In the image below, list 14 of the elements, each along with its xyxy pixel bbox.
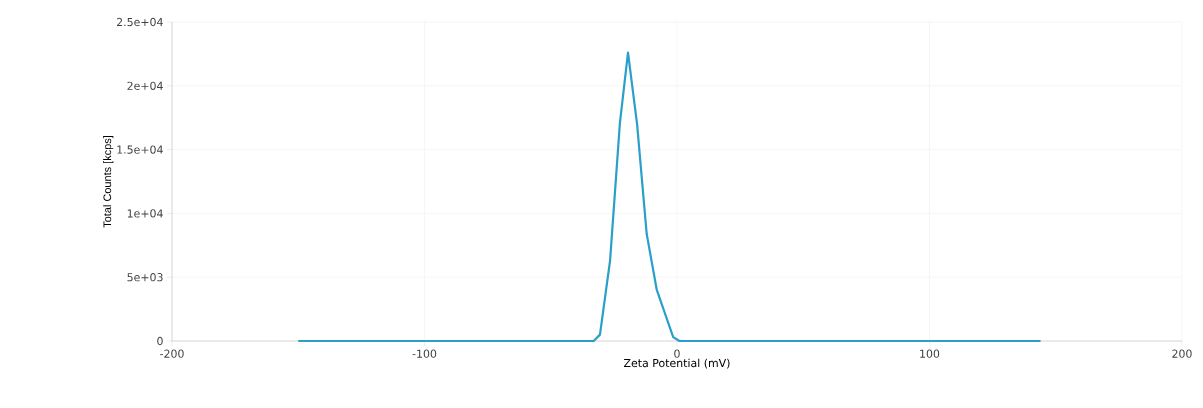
y-tick-label: 1e+04 (127, 209, 163, 218)
x-tick-label: 200 (1172, 349, 1192, 358)
y-tick-label: 2e+04 (127, 81, 163, 90)
line-series (297, 51, 1042, 343)
x-tick-label: 0 (674, 349, 680, 358)
y-tick-label: 2.5e+04 (116, 17, 163, 27)
y-tick-label: 5e+03 (127, 273, 163, 282)
x-tick-label: -100 (412, 349, 437, 358)
y-tick-label: 1.5e+04 (117, 145, 163, 154)
x-axis-title: Zeta Potential (mV) (623, 358, 730, 369)
x-tick-label: -200 (160, 349, 184, 358)
y-axis-title: Total Counts [kcps] (103, 136, 114, 228)
x-tick-label: 100 (920, 349, 940, 358)
y-tick-label: 0 (157, 336, 163, 346)
